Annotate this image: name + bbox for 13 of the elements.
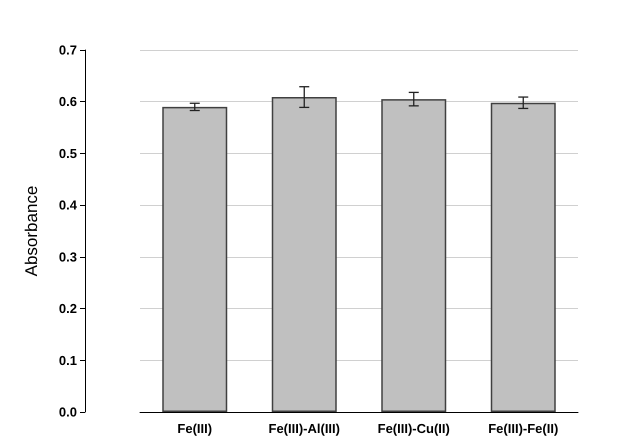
x-tick-label: Fe(III)-Fe(II) <box>488 421 558 436</box>
y-axis-title: Absorbance <box>22 186 41 276</box>
x-tick-label: Fe(III) <box>177 421 212 436</box>
y-tick-label: 0.5 <box>58 146 77 161</box>
y-tick-label: 0.2 <box>58 301 77 316</box>
y-tick-label: 0.6 <box>58 94 77 110</box>
y-tick-label: 0.1 <box>58 352 77 368</box>
y-tick-label: 0.0 <box>58 404 77 420</box>
y-tick-label: 0.3 <box>58 249 77 264</box>
y-tick-label: 0.7 <box>58 42 77 58</box>
x-tick-label: Fe(III)-Al(III) <box>268 421 340 436</box>
y-tick-label: 0.4 <box>58 198 78 213</box>
x-tick-label: Fe(III)-Cu(II) <box>378 421 450 436</box>
